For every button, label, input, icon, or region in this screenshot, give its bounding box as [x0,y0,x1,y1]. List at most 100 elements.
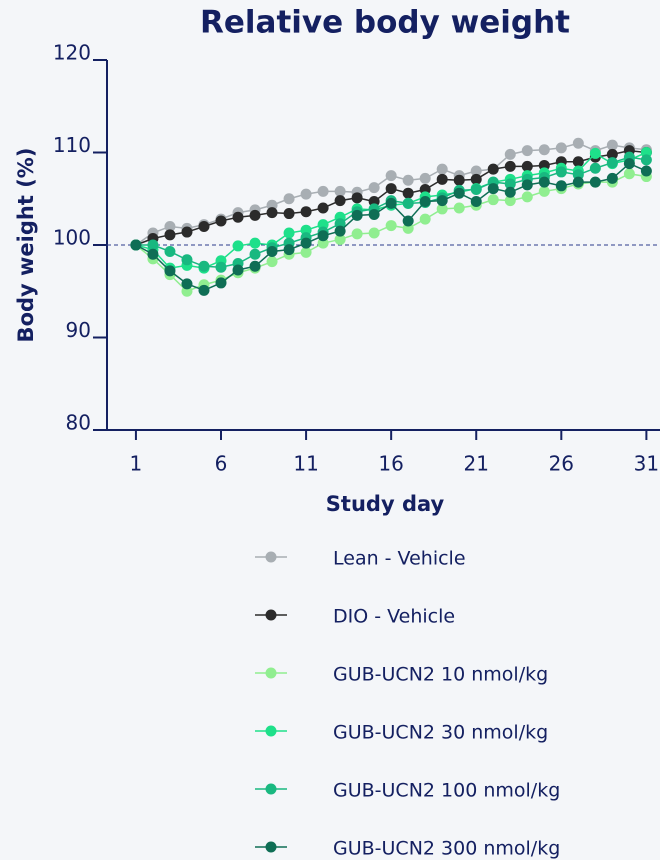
data-point [283,227,295,239]
data-point [470,196,482,208]
data-point [572,156,584,168]
data-point [436,195,448,207]
x-axis-label: Study day [326,492,445,516]
data-point [198,221,210,232]
data-point [198,260,210,272]
data-point [232,211,244,223]
data-point [538,144,550,156]
data-point [521,191,533,203]
data-point [419,196,431,208]
legend-swatch-marker [265,783,277,795]
x-tick-label: 26 [549,452,574,476]
data-point [555,180,567,192]
data-point [402,174,414,186]
data-point [419,213,431,225]
data-point [385,197,397,209]
legend-label: Lean - Vehicle [333,548,466,570]
data-point [317,185,329,197]
data-point [300,188,312,200]
data-point [215,277,227,289]
data-point [334,185,346,197]
data-point [487,183,499,195]
data-point [555,166,567,178]
data-point [317,202,329,214]
data-point [402,215,414,227]
data-point [589,162,601,174]
legend-swatch-marker [265,551,277,563]
data-point [453,187,465,199]
y-tick-label: 110 [53,133,91,157]
y-tick-label: 80 [66,411,91,435]
data-point [164,221,176,232]
y-axis-label: Body weight (%) [14,148,38,343]
data-point [232,240,244,252]
x-tick-label: 31 [634,452,659,476]
data-point [266,256,278,268]
data-point [572,176,584,188]
legend-label: GUB-UCN2 30 nmol/kg [333,722,548,744]
data-point [368,227,380,239]
data-point [504,186,516,198]
data-point [300,237,312,249]
data-point [198,284,210,296]
legend-swatch-marker [265,841,277,853]
data-point [538,185,550,197]
data-point [300,206,312,218]
data-point [453,174,465,186]
data-point [402,187,414,199]
data-point [504,195,516,207]
data-point [487,194,499,206]
legend-swatch-marker [265,609,277,621]
data-point [147,248,159,260]
x-tick-label: 16 [378,452,403,476]
data-point [572,137,584,149]
data-point [589,176,601,188]
data-point [521,179,533,191]
data-point [453,202,465,214]
data-point [521,160,533,172]
data-point [606,157,618,169]
data-point [436,203,448,215]
data-point [606,139,618,151]
data-point [487,163,499,175]
data-point [130,239,142,251]
data-point [470,173,482,185]
data-point [419,172,431,184]
x-tick-label: 21 [464,452,489,476]
legend-swatch-marker [265,667,277,679]
data-point [470,184,482,195]
data-point [385,170,397,182]
data-point [164,265,176,277]
data-point [232,264,244,276]
data-point [385,183,397,195]
data-point [606,148,618,160]
legend-label: DIO - Vehicle [333,606,455,628]
data-point [368,208,380,220]
legend-label: GUB-UCN2 10 nmol/kg [333,664,548,686]
data-point [402,197,414,209]
data-point [249,237,261,249]
chart-title: Relative body weight [200,5,570,41]
data-point [385,220,397,232]
data-point [181,254,193,266]
x-tick-label: 1 [130,452,143,476]
data-point [589,147,601,159]
data-point [351,228,363,240]
data-point [283,193,295,205]
data-point [351,209,363,221]
data-point [283,208,295,220]
data-point [249,209,261,221]
data-point [470,165,482,177]
data-point [623,168,635,180]
x-tick-label: 11 [293,452,318,476]
data-point [181,226,193,238]
data-point [164,229,176,241]
data-point [606,172,618,184]
legend-label: GUB-UCN2 300 nmol/kg [333,838,560,860]
legend-swatch-marker [265,725,277,737]
data-point [266,207,278,219]
data-point [368,182,380,194]
x-tick-label: 6 [215,452,228,476]
data-point [640,154,652,166]
